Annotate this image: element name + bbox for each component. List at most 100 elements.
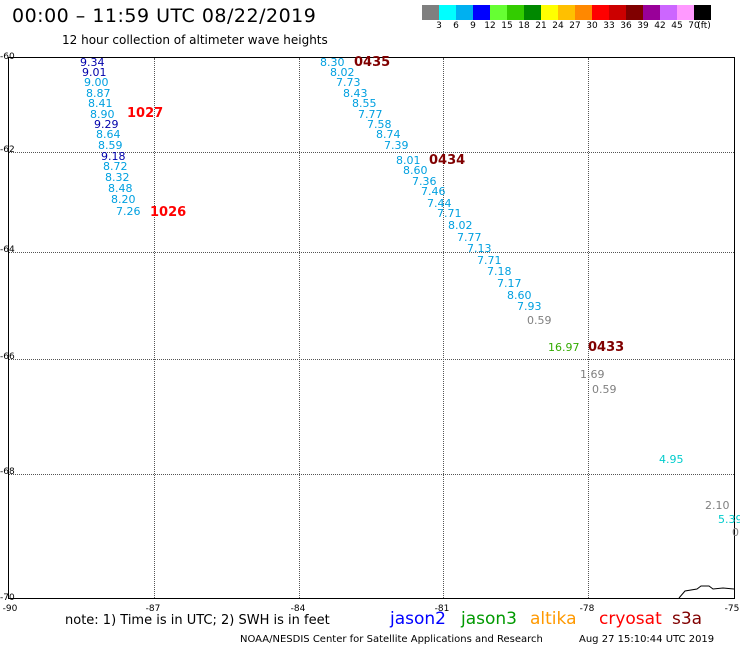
colorbar-swatch (660, 5, 677, 20)
wave-height-value: 8.72 (103, 160, 128, 173)
wave-height-value: 2.10 (705, 499, 730, 512)
wave-height-value: 8.90 (90, 108, 115, 121)
gridline-lat (9, 359, 734, 360)
wave-height-value: 7.44 (427, 197, 452, 210)
gridline-lon (443, 58, 444, 598)
colorbar-label: 27 (569, 21, 581, 31)
colorbar-swatch (592, 5, 609, 20)
latitude-label: -66 (0, 352, 15, 362)
wave-height-colorbar (422, 5, 711, 20)
legend-cryosat: cryosat (599, 609, 662, 629)
longitude-label: -90 (2, 604, 18, 614)
wave-height-value: 7.18 (487, 265, 512, 278)
wave-height-value: 8.02 (448, 219, 473, 232)
wave-height-value: 8.59 (98, 139, 123, 152)
wave-height-value: 8.48 (108, 182, 133, 195)
latitude-label: -60 (0, 52, 15, 62)
latitude-label: -62 (0, 145, 15, 155)
wave-height-value: 7.77 (358, 108, 383, 121)
colorbar-label: 39 (637, 21, 649, 31)
wave-height-value: 7.71 (477, 254, 502, 267)
colorbar-label: 36 (620, 21, 632, 31)
wave-height-value: 7.46 (421, 185, 446, 198)
orbit-time-label: 0433 (588, 340, 625, 355)
wave-height-value: 8.41 (88, 97, 113, 110)
wave-height-value: 8.30 (320, 56, 345, 69)
colorbar-label: 9 (470, 21, 476, 31)
legend-altika: altika (530, 609, 577, 629)
longitude-label: -78 (579, 604, 595, 614)
colorbar-label: 3 (436, 21, 442, 31)
wave-height-value: 7.13 (467, 242, 492, 255)
wave-height-value: 8.74 (376, 128, 401, 141)
wave-height-value: 7.58 (367, 118, 392, 131)
orbit-time-label: 0435 (354, 55, 391, 70)
wave-height-value: 7.36 (412, 175, 437, 188)
wave-height-value: 0.59 (527, 314, 552, 327)
wave-height-value: 7.71 (437, 207, 462, 220)
wave-height-value: 8.60 (403, 164, 428, 177)
colorbar-label: 70 (688, 21, 700, 31)
colorbar-label: 30 (586, 21, 598, 31)
map-subtitle: 12 hour collection of altimeter wave hei… (62, 33, 328, 47)
wave-height-value: 9.01 (82, 66, 107, 79)
wave-height-value: 8.02 (330, 66, 355, 79)
orbit-time-label: 1027 (127, 106, 164, 121)
colorbar-label: 33 (603, 21, 615, 31)
latitude-label: -68 (0, 467, 15, 477)
orbit-time-label: 1026 (150, 205, 187, 220)
wave-height-value: 8.60 (507, 289, 532, 302)
colorbar-swatch (524, 5, 541, 20)
colorbar-label: 15 (501, 21, 513, 31)
wave-height-value: 0 (732, 526, 739, 539)
wave-height-value: 4.95 (659, 453, 684, 466)
legend-jason3: jason3 (461, 609, 517, 629)
wave-height-value: 8.01 (396, 154, 421, 167)
wave-height-value: 7.26 (116, 205, 141, 218)
wave-height-value: 7.77 (457, 231, 482, 244)
colorbar-swatch (439, 5, 456, 20)
wave-height-value: 8.64 (96, 128, 121, 141)
colorbar-swatch (694, 5, 711, 20)
wave-height-value: 9.18 (101, 150, 126, 163)
legend-s3a: s3a (672, 609, 703, 629)
map-title: 00:00 – 11:59 UTC 08/22/2019 (12, 5, 317, 27)
gridline-lat (9, 474, 734, 475)
colorbar-swatch (575, 5, 592, 20)
wave-height-value: 7.17 (497, 277, 522, 290)
colorbar-swatch (456, 5, 473, 20)
legend-jason2: jason2 (390, 609, 446, 629)
wave-height-value: 7.93 (517, 300, 542, 313)
colorbar-label: (ft) (697, 21, 711, 31)
orbit-time-label: 0434 (429, 153, 466, 168)
colorbar-label: 12 (484, 21, 496, 31)
colorbar-swatch (490, 5, 507, 20)
gridline-lon (299, 58, 300, 598)
wave-height-value: 0.59 (592, 383, 617, 396)
colorbar-swatch (643, 5, 660, 20)
gridline-lat (9, 152, 734, 153)
colorbar-swatch (677, 5, 694, 20)
latitude-label: -64 (0, 245, 15, 255)
wave-height-value: 8.87 (86, 87, 111, 100)
colorbar-swatch (507, 5, 524, 20)
latitude-label: -70 (0, 593, 15, 603)
credit-line: NOAA/NESDIS Center for Satellite Applica… (240, 634, 543, 645)
colorbar-label: 45 (671, 21, 683, 31)
wave-height-value: 7.39 (384, 139, 409, 152)
colorbar-swatch (422, 5, 439, 20)
wave-height-value: 16.97 (548, 341, 580, 354)
wave-height-value: 8.43 (343, 87, 368, 100)
colorbar-swatch (609, 5, 626, 20)
colorbar-swatch (541, 5, 558, 20)
colorbar-label: 6 (453, 21, 459, 31)
wave-height-value: 5.39 (718, 513, 740, 526)
wave-height-value: 8.32 (105, 171, 130, 184)
colorbar-label: 42 (654, 21, 666, 31)
wave-height-value: 8.55 (352, 97, 377, 110)
colorbar-swatch (473, 5, 490, 20)
colorbar-swatch (626, 5, 643, 20)
gridline-lon (588, 58, 589, 598)
gridline-lat (9, 252, 734, 253)
longitude-label: -87 (145, 604, 161, 614)
